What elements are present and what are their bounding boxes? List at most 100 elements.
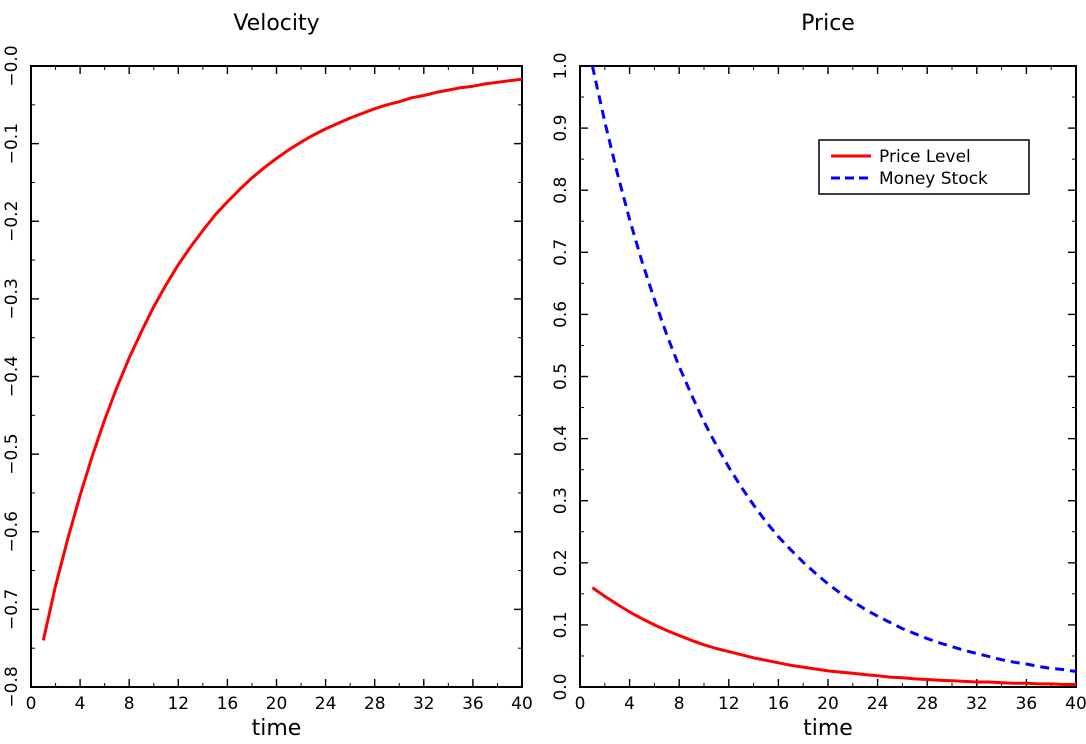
panel-2-price-level-point (666, 629, 668, 631)
panel-2-price-level-point (1075, 683, 1077, 685)
panel-2-price-level-point (703, 644, 705, 646)
panel-2-money-stock-point (963, 649, 965, 651)
panel-1-series-point (103, 419, 105, 421)
panel-2-price-level-point (1038, 683, 1040, 685)
panel-2-price-level-point (1050, 683, 1052, 685)
panel-2-money-stock-point (653, 298, 655, 300)
panel-1-series-point (324, 128, 326, 130)
panel-1-y-tick-label: −0.2 (2, 201, 22, 242)
panel-1-series-point (189, 246, 191, 248)
panel-1-series-point (509, 80, 511, 82)
panel-2-money-stock-point (752, 504, 754, 506)
panel-2-price-level-point (864, 673, 866, 675)
panel-2-money-stock-point (1013, 661, 1015, 663)
panel-2-money-stock-point (740, 486, 742, 488)
panel-2-y-tick-label: 0.0 (551, 673, 571, 700)
panel-2-price-level-point (852, 672, 854, 674)
panel-1-y-tick-label: −0.7 (2, 589, 22, 630)
panel-1-x-tick-label: 0 (26, 694, 37, 714)
panel-2-money-stock-point (1038, 665, 1040, 667)
panel-2-price-level-point (740, 654, 742, 656)
panel-2-money-stock-point (616, 172, 618, 174)
panel-2-money-stock-point (827, 583, 829, 585)
panel-1-series-point (423, 94, 425, 96)
panel-2-money-stock-point (938, 642, 940, 644)
panel-1-y-tick-label: −0.6 (2, 511, 22, 552)
panel-2-money-stock-point (666, 334, 668, 336)
panel-1-series-line (41, 77, 523, 641)
panel-1-series-point (361, 112, 363, 114)
panel-2-x-tick-label: 16 (768, 694, 790, 714)
panel-2-price-level-point (653, 624, 655, 626)
panel-2-price-level-point (715, 647, 717, 649)
panel-2-price-level-point (839, 671, 841, 673)
panel-2-y-tick-label: 0.8 (551, 177, 571, 204)
panel-1-series-point (165, 284, 167, 286)
panel-2-money-stock-point (703, 421, 705, 423)
panel-2-x-tick-label: 28 (916, 694, 938, 714)
panel-2-x-tick-label: 40 (1065, 694, 1086, 714)
panel-2-price-level-point (926, 678, 928, 680)
panel-2-price-level-point (814, 668, 816, 670)
panel-1-series-point (472, 85, 474, 87)
panel-1-y-tick-label: −0.3 (2, 278, 22, 319)
panel-2-price-level-point (777, 662, 779, 664)
panel-1-y-tick-label: −0.8 (2, 666, 22, 707)
panel-2-x-tick-label: 12 (718, 694, 740, 714)
panel-1-series-point (202, 229, 204, 231)
panel-1-series-point (496, 81, 498, 83)
panel-2-y-tick-label: 0.7 (551, 239, 571, 266)
panel-1-series-point (177, 264, 179, 266)
panel-2-money-stock-point (951, 645, 953, 647)
panel-1-y-tick-label: −0.5 (2, 433, 22, 474)
panel-2-price-level-point (901, 676, 903, 678)
panel-1-series-point (410, 97, 412, 99)
panel-1-series-point (386, 104, 388, 106)
panel-2-money-stock-point (690, 394, 692, 396)
panel-1-series-point (42, 639, 44, 641)
panel-1-series-point (484, 83, 486, 85)
panel-2-money-stock-point (1075, 670, 1077, 672)
panel-2-price-level-point (1062, 683, 1064, 685)
panel-2-x-tick-label: 20 (817, 694, 839, 714)
panel-2-x-tick-label: 24 (867, 694, 889, 714)
panel-2-money-stock-point (604, 121, 606, 123)
panel-2-price-level-point (728, 650, 730, 652)
panel-2-price-level-point (641, 617, 643, 619)
panel-1-series-point (54, 585, 56, 587)
panel-2-price-level-point (790, 664, 792, 666)
panel-2-price-level-point (963, 680, 965, 682)
panel-2-legend-price-level-label: Price Level (879, 147, 971, 167)
panel-2-money-stock-point (976, 652, 978, 654)
panel-2-money-stock-point (765, 521, 767, 523)
panel-1-series-point (435, 91, 437, 93)
panel-2-price-level-point (616, 603, 618, 605)
panel-2-money-stock-point (852, 600, 854, 602)
panel-1-x-tick-label: 12 (167, 694, 189, 714)
panel-1-title: Velocity (233, 11, 319, 36)
panel-2-price-level-point (1000, 681, 1002, 683)
panel-1-series-point (116, 386, 118, 388)
panel-2-price-level-point (827, 670, 829, 672)
panel-2-money-stock-point (876, 615, 878, 617)
panel-1-series-point (459, 87, 461, 89)
panel-2-money-stock-line (590, 65, 1077, 673)
panel-2-money-stock-point (889, 621, 891, 623)
panel-2-y-tick-label: 0.5 (551, 363, 571, 390)
panel-1-series-point (263, 166, 265, 168)
panel-1-series-point (521, 78, 523, 80)
panel-2-money-stock-point (1062, 668, 1064, 670)
panel-1-series-point (275, 157, 277, 159)
panel-1-series-point (214, 214, 216, 216)
panel-2-price-level-point (604, 595, 606, 597)
panel-2-money-stock-point (926, 637, 928, 639)
panel-1-series-point (398, 101, 400, 103)
panel-2-y-tick-label: 1.0 (551, 52, 571, 79)
panel-2-y-tick-label: 0.2 (551, 549, 571, 576)
panel-2-price-level-point (628, 611, 630, 613)
panel-2-legend-box (818, 139, 1030, 195)
panel-2-price-level-point (690, 639, 692, 641)
panel-2-price-level-point (752, 657, 754, 659)
panel-1-series-point (226, 201, 228, 203)
panel-2-money-stock-point (1050, 667, 1052, 669)
